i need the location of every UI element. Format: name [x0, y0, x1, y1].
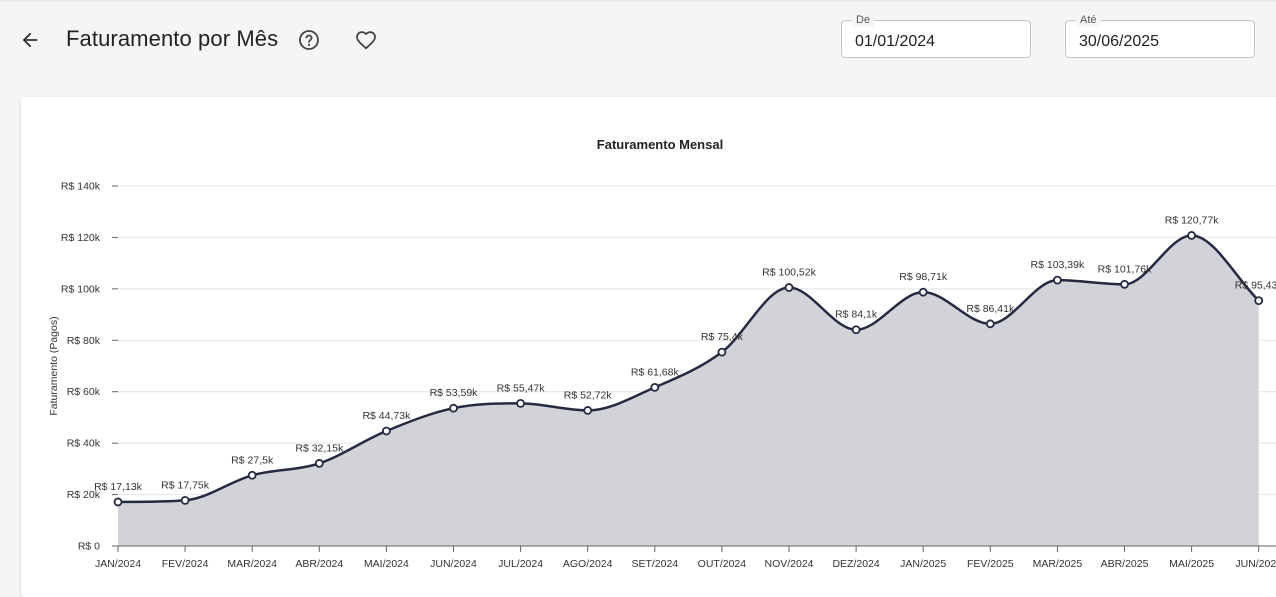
y-tick-label: R$ 0	[78, 541, 100, 553]
data-point	[985, 319, 995, 329]
data-point	[247, 470, 257, 480]
favorite-button[interactable]	[352, 26, 380, 54]
y-axis-title: Faturamento (Pagos)	[48, 316, 60, 415]
date-to-field[interactable]: Até	[1065, 13, 1255, 58]
chart-card: Faturamento Mensal R$ 0 R$ 20k R$ 40k R$ 60k…	[21, 97, 1276, 597]
data-label: R$ 52,72k	[564, 389, 613, 401]
date-from-field[interactable]: De	[841, 13, 1031, 58]
data-point	[717, 347, 727, 357]
x-tick-label: JAN/2024	[95, 558, 141, 570]
area-fill	[118, 235, 1259, 546]
data-label: R$ 61,68k	[631, 366, 680, 378]
x-tick-label: AGO/2024	[563, 558, 613, 570]
data-label: R$ 86,41k	[966, 303, 1015, 315]
x-tick-label: FEV/2025	[967, 558, 1014, 570]
data-point	[449, 403, 458, 413]
data-label: R$ 27,5k	[231, 454, 274, 466]
y-tick-label: R$ 120k	[61, 232, 101, 244]
y-tick-label: R$ 40k	[67, 438, 101, 450]
x-tick-label: SET/2024	[631, 558, 678, 570]
data-point	[180, 495, 190, 505]
y-tick-label: R$ 20k	[67, 489, 101, 501]
chart-title: Faturamento Mensal	[597, 137, 723, 152]
y-tick-label: R$ 80k	[67, 335, 101, 347]
x-tick-label: MAI/2024	[364, 558, 409, 570]
data-point	[516, 398, 526, 408]
data-point	[113, 497, 123, 507]
page-header: Faturamento por Mês De Até	[0, 0, 1276, 80]
x-tick-label: JUN/2025	[1235, 558, 1276, 570]
data-point	[918, 287, 928, 297]
data-label: R$ 32,15k	[295, 442, 344, 454]
data-point	[314, 458, 324, 468]
arrow-left-icon	[22, 32, 38, 48]
data-label: R$ 44,73k	[362, 410, 411, 422]
x-tick-label: JUL/2024	[498, 558, 543, 570]
data-point	[1053, 275, 1062, 285]
heart-outline-icon	[356, 31, 376, 50]
x-tick-label: DEZ/2024	[832, 558, 879, 570]
x-tick-label: JAN/2025	[900, 558, 946, 570]
data-point	[1120, 279, 1129, 289]
data-label: R$ 120,77k	[1165, 214, 1219, 226]
help-button[interactable]	[295, 26, 323, 54]
y-tick-label: R$ 140k	[61, 181, 101, 193]
revenue-chart: Faturamento Mensal R$ 0 R$ 20k R$ 40k R$ 60k…	[48, 137, 1276, 570]
x-tick-label: MAR/2025	[1033, 558, 1083, 570]
top-divider	[0, 0, 1276, 2]
date-from-input[interactable]	[842, 21, 1030, 57]
data-label: R$ 101,76k	[1098, 263, 1152, 275]
date-to-input[interactable]	[1066, 21, 1254, 57]
data-label: R$ 100,52k	[762, 267, 816, 279]
x-tick-label: JUN/2024	[430, 558, 477, 570]
y-tick-label: R$ 60k	[67, 386, 101, 398]
data-point	[583, 406, 593, 415]
data-label: R$ 103,39k	[1031, 259, 1085, 271]
data-label: R$ 17,75k	[161, 479, 210, 491]
x-tick-label: ABR/2024	[295, 558, 343, 570]
data-point	[851, 325, 861, 335]
data-point	[381, 426, 391, 436]
help-circle-icon	[299, 30, 319, 50]
x-tick-label: OUT/2024	[698, 558, 747, 570]
back-button[interactable]	[14, 24, 46, 56]
x-tick-label: MAR/2024	[227, 558, 277, 570]
data-label: R$ 95,43k	[1235, 280, 1276, 292]
x-tick-label: FEV/2024	[162, 558, 209, 570]
x-tick-label: MAI/2025	[1169, 558, 1214, 570]
data-label: R$ 75,4k	[701, 331, 744, 343]
data-point	[784, 283, 794, 292]
data-point	[650, 382, 660, 392]
data-label: R$ 98,71k	[899, 271, 948, 283]
data-point	[1254, 296, 1264, 306]
data-point	[1187, 231, 1196, 240]
data-label: R$ 17,13k	[94, 481, 143, 493]
x-tick-label: NOV/2024	[764, 558, 813, 570]
y-tick-label: R$ 100k	[61, 283, 101, 295]
page-title: Faturamento por Mês	[66, 26, 279, 51]
x-tick-label: ABR/2025	[1101, 558, 1149, 570]
data-label: R$ 53,59k	[430, 387, 479, 399]
data-label: R$ 55,47k	[497, 382, 546, 394]
data-label: R$ 84,1k	[835, 309, 878, 321]
